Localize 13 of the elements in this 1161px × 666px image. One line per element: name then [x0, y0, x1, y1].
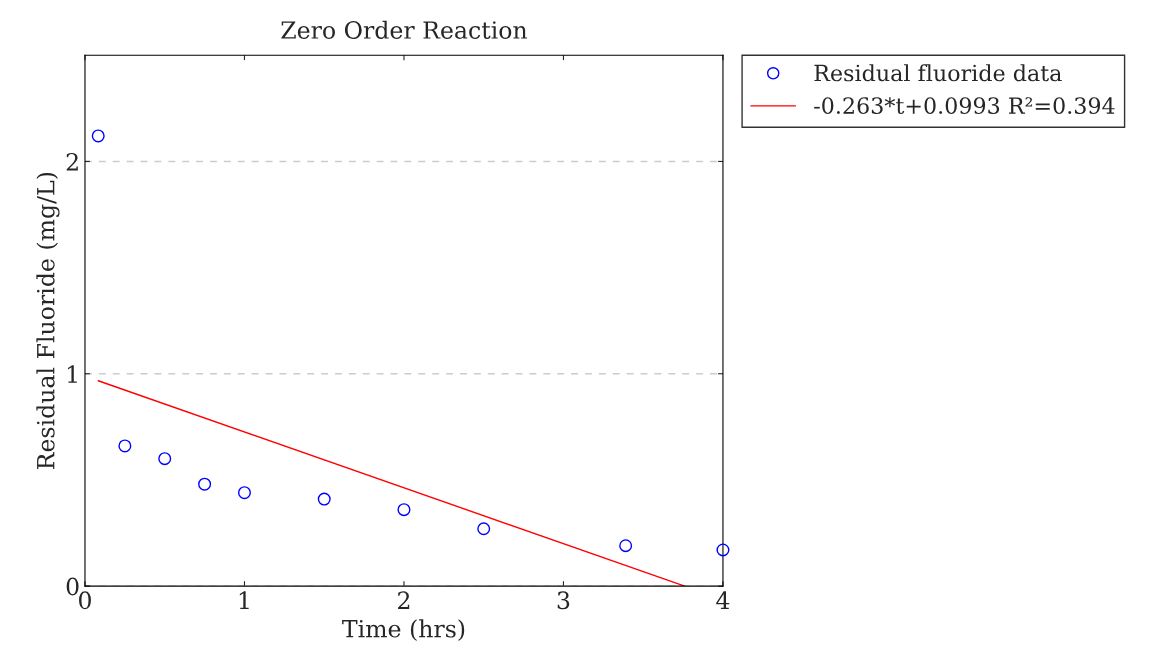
chart-title: Zero Order Reaction: [281, 20, 528, 39]
x-tick-label: 2: [398, 591, 410, 609]
x-tick-label: 3: [557, 591, 570, 610]
x-tick-label: 4: [716, 591, 730, 609]
y-axis-title: Residual Fluoride (mg/L): [36, 172, 60, 469]
legend-label: Residual fluoride data: [814, 64, 1062, 82]
legend-label: -0.263*t+0.0993 R²=0.394: [814, 97, 1115, 114]
y-tick-label: 1: [67, 365, 77, 383]
x-axis-title: Time (hrs): [342, 619, 465, 641]
y-tick-label: 0: [66, 577, 79, 596]
x-tick-label: 1: [239, 591, 249, 609]
x-tick-label: 0: [79, 591, 91, 610]
y-tick-label: 2: [66, 152, 78, 171]
